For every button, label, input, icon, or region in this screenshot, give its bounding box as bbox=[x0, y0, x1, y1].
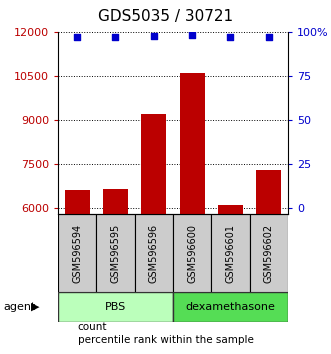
Text: count: count bbox=[78, 322, 107, 332]
Bar bbox=[256, 170, 281, 354]
Bar bbox=[96, 214, 135, 292]
Text: GSM596602: GSM596602 bbox=[264, 223, 274, 283]
Bar bbox=[173, 292, 288, 322]
Bar bbox=[65, 190, 90, 354]
Bar bbox=[173, 214, 211, 292]
Bar bbox=[180, 73, 205, 354]
Point bbox=[113, 34, 118, 40]
Text: ▶: ▶ bbox=[30, 302, 39, 312]
Bar bbox=[250, 214, 288, 292]
Text: GSM596600: GSM596600 bbox=[187, 224, 197, 282]
Text: percentile rank within the sample: percentile rank within the sample bbox=[78, 335, 254, 345]
Text: GSM596596: GSM596596 bbox=[149, 223, 159, 283]
Text: dexamethasone: dexamethasone bbox=[185, 302, 275, 312]
Bar bbox=[218, 205, 243, 354]
Text: GSM596601: GSM596601 bbox=[225, 224, 235, 282]
Bar bbox=[103, 189, 128, 354]
Bar bbox=[211, 214, 250, 292]
Point bbox=[228, 34, 233, 40]
Bar bbox=[58, 214, 96, 292]
Point bbox=[74, 34, 80, 40]
Text: GDS5035 / 30721: GDS5035 / 30721 bbox=[98, 9, 233, 24]
Point bbox=[266, 34, 271, 40]
Bar bbox=[141, 114, 166, 354]
Point bbox=[151, 33, 157, 39]
Text: PBS: PBS bbox=[105, 302, 126, 312]
Point bbox=[189, 33, 195, 38]
Text: agent: agent bbox=[3, 302, 36, 312]
Bar bbox=[135, 214, 173, 292]
Bar bbox=[58, 292, 173, 322]
Text: GSM596594: GSM596594 bbox=[72, 223, 82, 283]
Text: GSM596595: GSM596595 bbox=[111, 223, 120, 283]
